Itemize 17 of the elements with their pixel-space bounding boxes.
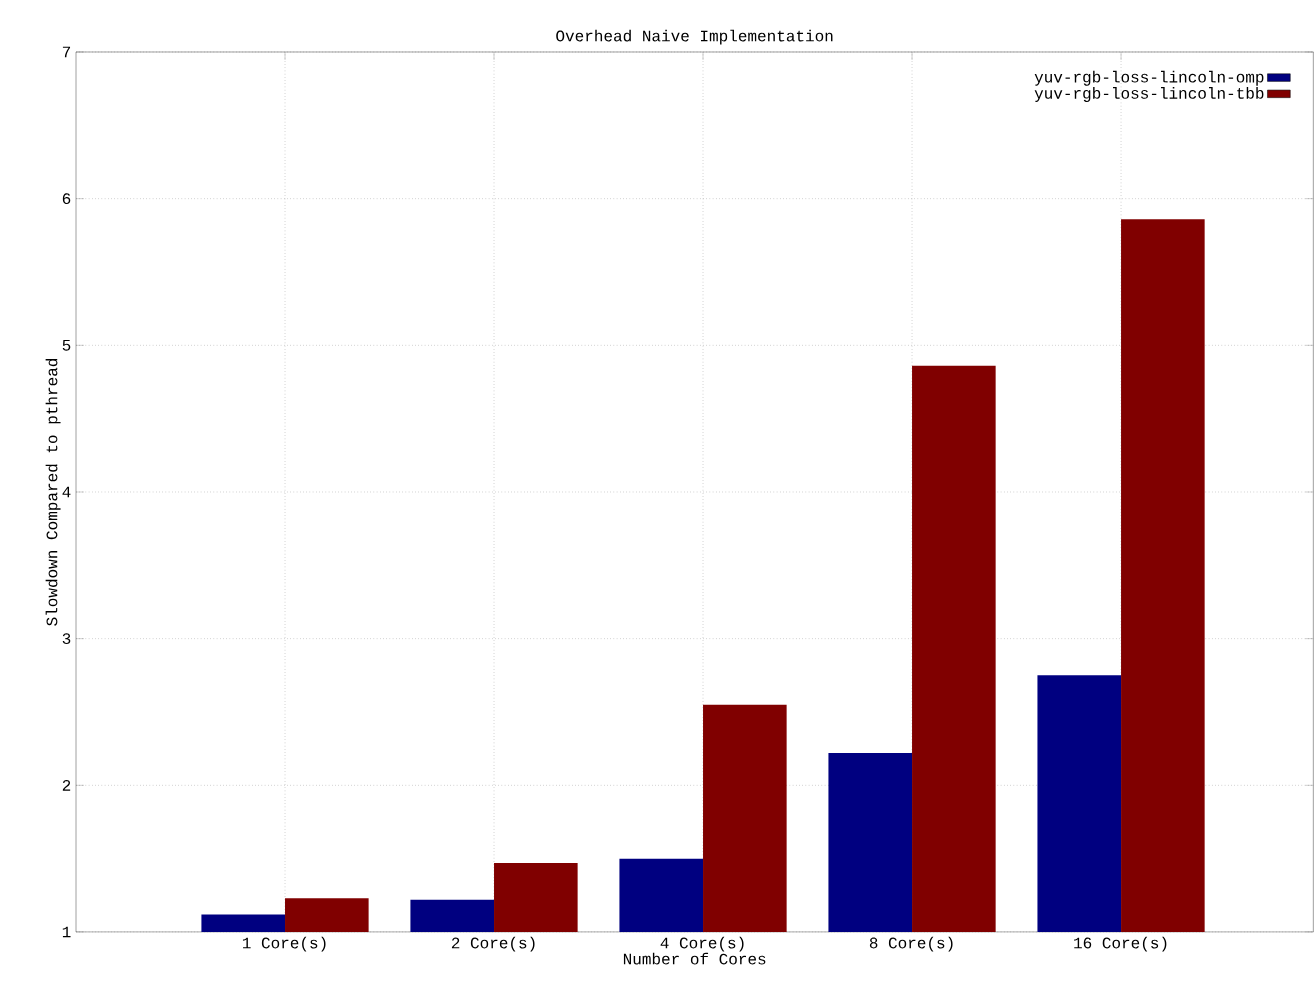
y-tick-label: 7 bbox=[62, 46, 71, 58]
y-tick-label: 1 bbox=[62, 926, 71, 938]
y-tick-label: 5 bbox=[62, 339, 71, 351]
legend-label: yuv-rgb-loss-lincoln-tbb bbox=[1034, 87, 1264, 102]
x-tick-label: 8 Core(s) bbox=[869, 936, 953, 952]
y-tick-label: 4 bbox=[62, 486, 71, 498]
x-tick-label: 2 Core(s) bbox=[451, 936, 535, 952]
y-tick-label: 2 bbox=[62, 779, 71, 791]
x-tick-label: 4 Core(s) bbox=[660, 936, 744, 952]
legend-label: yuv-rgb-loss-lincoln-omp bbox=[1034, 70, 1264, 86]
x-tick-label: 1 Core(s) bbox=[242, 936, 326, 952]
y-tick-label: 6 bbox=[62, 193, 71, 205]
chart-title: Overhead Naive Implementation bbox=[556, 29, 833, 45]
y-tick-label: 3 bbox=[62, 633, 71, 645]
x-tick-label: 16 Core(s) bbox=[1074, 936, 1167, 952]
x-axis-title: Number of Cores bbox=[623, 952, 766, 965]
y-axis-title: Slowdown Compared to pthread bbox=[45, 359, 61, 626]
